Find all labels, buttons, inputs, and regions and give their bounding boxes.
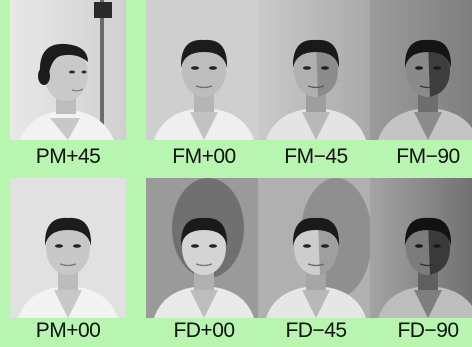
face-photo-fm-45: [258, 0, 374, 140]
label-fm-00: FM+00: [172, 145, 236, 168]
face-photo-fm-00: [146, 0, 262, 140]
face-photo-fd-90: [370, 178, 472, 318]
label-fm-90: FM−90: [396, 145, 460, 168]
label-fm-45: FM−45: [284, 145, 348, 168]
label-fd-45: FD−45: [285, 319, 347, 342]
face-photo-pm-45: [10, 0, 126, 140]
label-pm-00: PM+00: [35, 319, 101, 342]
face-photo-pm-00: [10, 178, 126, 318]
face-photo-fm-90: [370, 0, 472, 140]
face-photo-fd-00: [146, 178, 262, 318]
label-fd-90: FD−90: [397, 319, 459, 342]
label-pm-45: PM+45: [35, 145, 101, 168]
label-fd-00: FD+00: [173, 319, 235, 342]
face-photo-fd-45: [258, 178, 374, 318]
